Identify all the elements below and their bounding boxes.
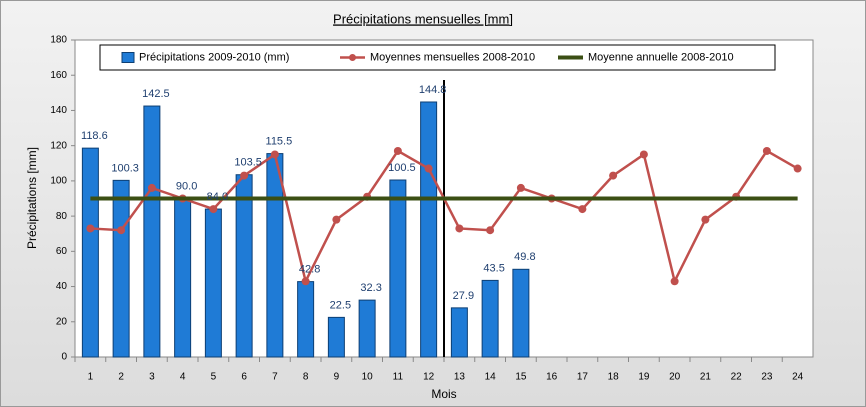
x-tick-label: 6: [241, 372, 247, 383]
y-tick-label: 60: [56, 246, 68, 257]
line-point: [393, 146, 402, 155]
value-label: 115.5: [266, 135, 293, 147]
bar: [143, 105, 161, 358]
y-tick-label: 40: [56, 281, 68, 292]
legend-label: Moyennes mensuelles 2008-2010: [370, 51, 535, 63]
legend: [99, 44, 776, 71]
y-tick-label: 80: [56, 211, 68, 222]
value-label: 100.5: [388, 162, 416, 174]
bar: [481, 279, 499, 358]
line-point: [701, 215, 710, 224]
value-label: 100.3: [111, 162, 139, 174]
value-label: 42.8: [299, 264, 320, 276]
chart-title: Précipitations mensuelles [mm]: [333, 11, 513, 26]
x-tick-label: 5: [211, 372, 217, 383]
legend-label: Précipitations 2009-2010 (mm): [139, 51, 289, 63]
y-tick-label: 140: [50, 105, 67, 116]
value-label: 49.8: [514, 251, 535, 263]
line-point: [639, 150, 648, 159]
y-tick-label: 20: [56, 316, 68, 327]
value-label: 43.5: [483, 262, 504, 274]
x-tick-label: 18: [608, 372, 620, 383]
line-point: [86, 224, 95, 233]
bar: [174, 198, 192, 358]
bar: [204, 208, 222, 358]
line-point: [424, 164, 433, 173]
x-tick-label: 23: [761, 372, 773, 383]
x-tick-label: 2: [118, 372, 124, 383]
line-point: [301, 277, 310, 286]
value-label: 144.8: [419, 84, 447, 96]
y-tick-label: 180: [50, 35, 67, 46]
y-tick-label: 120: [50, 140, 67, 151]
line-point: [117, 226, 126, 235]
bar: [112, 179, 130, 358]
x-tick-label: 24: [792, 372, 804, 383]
y-tick-label: 160: [50, 70, 67, 81]
value-label: 22.5: [330, 299, 351, 311]
x-tick-label: 15: [515, 372, 527, 383]
line-point: [455, 224, 464, 233]
x-tick-label: 9: [334, 372, 340, 383]
y-axis-label: Précipitations [mm]: [25, 147, 39, 249]
legend-swatch: [349, 54, 356, 61]
x-tick-label: 19: [638, 372, 650, 383]
x-tick-label: 11: [393, 372, 404, 383]
y-tick-label: 100: [50, 176, 67, 187]
x-tick-label: 4: [180, 372, 186, 383]
x-tick-label: 16: [546, 372, 558, 383]
bar: [512, 268, 530, 358]
legend-label: Moyenne annuelle 2008-2010: [588, 51, 734, 63]
value-label: 118.6: [81, 130, 108, 142]
line-point: [147, 183, 156, 192]
x-tick-label: 17: [577, 372, 589, 383]
bar: [327, 316, 345, 358]
x-tick-label: 12: [423, 372, 435, 383]
x-axis-label: Mois: [431, 387, 456, 401]
y-tick-label: 0: [61, 352, 67, 363]
x-tick-label: 22: [731, 372, 743, 383]
bar: [420, 101, 438, 358]
x-tick-label: 14: [485, 372, 497, 383]
bar: [358, 299, 376, 358]
value-label: 90.0: [176, 180, 197, 192]
line-point: [762, 146, 771, 155]
x-tick-label: 3: [149, 372, 155, 383]
line-point: [609, 171, 618, 180]
line-point: [578, 205, 587, 214]
legend-swatch: [121, 52, 135, 63]
line-point: [516, 183, 525, 192]
x-tick-label: 13: [454, 372, 466, 383]
x-tick-label: 1: [88, 372, 94, 383]
line-point: [270, 150, 279, 159]
value-label: 103.5: [234, 157, 262, 169]
x-tick-label: 7: [272, 372, 278, 383]
value-label: 84.0: [207, 191, 228, 203]
line-point: [209, 205, 218, 214]
bar: [450, 307, 468, 358]
bar: [235, 174, 253, 358]
bar: [266, 153, 284, 358]
bar: [297, 281, 315, 358]
bar: [389, 179, 407, 358]
x-tick-label: 20: [669, 372, 681, 383]
x-tick-label: 8: [303, 372, 309, 383]
value-label: 27.9: [453, 290, 474, 302]
line-point: [332, 215, 341, 224]
line-point: [793, 164, 802, 173]
line-point: [670, 277, 679, 286]
value-label: 32.3: [360, 282, 381, 294]
x-tick-label: 10: [362, 372, 374, 383]
bar: [81, 147, 99, 358]
x-tick-label: 21: [700, 372, 712, 383]
value-label: 142.5: [142, 88, 170, 100]
line-point: [240, 171, 249, 180]
line-point: [486, 226, 495, 235]
